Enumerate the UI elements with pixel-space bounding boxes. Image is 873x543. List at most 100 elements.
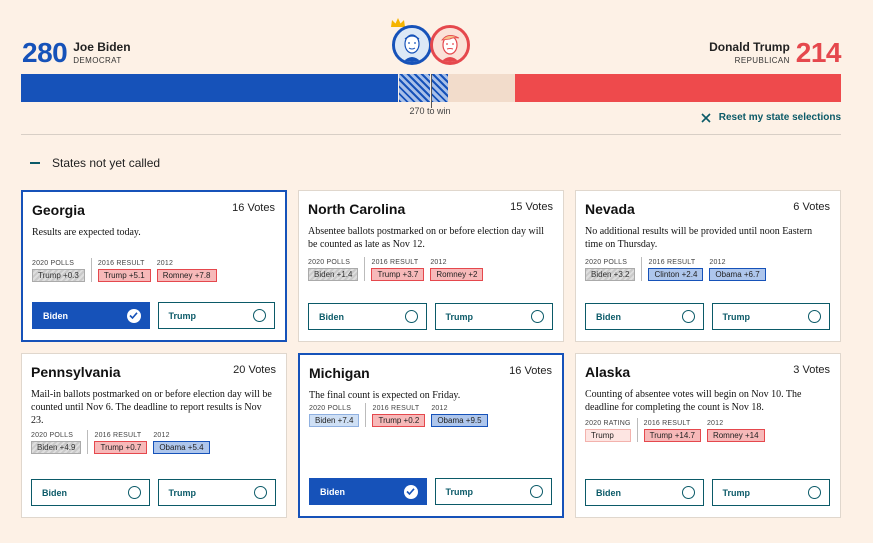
history-chip: Trump +0.3 xyxy=(32,269,85,282)
crown-icon xyxy=(391,18,405,27)
history-label: 2016 RESULT xyxy=(97,260,145,267)
pick-trump-button[interactable]: Trump xyxy=(434,303,553,330)
history-row: 2020 POLLS Biden +4.9 2016 RESULT Trump … xyxy=(31,430,210,454)
biden-selected-segment xyxy=(399,74,430,102)
state-name: Georgia xyxy=(32,202,85,218)
pick-biden-button[interactable]: Biden xyxy=(585,479,704,506)
history-chip: Obama +9.5 xyxy=(431,414,488,427)
state-note: Absentee ballots postmarked on or before… xyxy=(308,226,545,250)
pick-trump-label: Trump xyxy=(445,311,474,322)
history-item: 2016 RESULT Trump +3.7 xyxy=(364,257,425,281)
state-note: Mail-in ballots postmarked on or before … xyxy=(31,389,272,426)
collapse-icon xyxy=(30,162,40,164)
pick-biden-button[interactable]: Biden xyxy=(308,303,427,330)
history-label: 2012 xyxy=(431,405,448,412)
history-item: 2020 POLLS Biden +4.9 xyxy=(31,430,82,454)
reset-selections-button[interactable]: Reset my state selections xyxy=(701,112,841,123)
pick-trump-button[interactable]: Trump xyxy=(157,479,276,506)
history-chip: Trump +0.2 xyxy=(372,414,426,427)
history-label: 2012 xyxy=(430,259,447,266)
history-item: 2012 Romney +2 xyxy=(430,257,484,281)
state-votes: 16 Votes xyxy=(509,365,552,377)
pick-buttons: Biden Trump xyxy=(31,479,276,506)
pick-biden-label: Biden xyxy=(320,486,346,497)
history-item: 2016 RESULT Clinton +2.4 xyxy=(641,257,704,281)
history-chip: Biden +1.4 xyxy=(308,268,359,281)
trump-radio-icon xyxy=(531,310,544,323)
biden-name: Joe Biden xyxy=(73,40,131,54)
history-chip: Clinton +2.4 xyxy=(648,268,704,281)
biden-electoral-votes: 280 xyxy=(22,37,68,68)
history-chip: Romney +14 xyxy=(706,429,765,442)
checkmark-icon xyxy=(126,308,141,323)
pick-buttons: Biden Trump xyxy=(309,478,552,505)
pick-trump-button[interactable]: Trump xyxy=(157,302,275,329)
pick-biden-button[interactable]: Biden xyxy=(585,303,704,330)
biden-party: DEMOCRAT xyxy=(73,56,122,65)
reset-label: Reset my state selections xyxy=(718,112,841,123)
trump-name: Donald Trump xyxy=(709,40,790,54)
history-row: 2020 POLLS Biden +1.4 2016 RESULT Trump … xyxy=(308,257,484,281)
state-votes: 15 Votes xyxy=(510,201,553,213)
pick-biden-button[interactable]: Biden xyxy=(32,302,150,329)
biden-selected-segment xyxy=(431,74,448,102)
history-item: 2016 RESULT Trump +0.7 xyxy=(87,430,148,454)
pick-trump-label: Trump xyxy=(722,311,751,322)
state-name: Michigan xyxy=(309,365,370,381)
pick-biden-button[interactable]: Biden xyxy=(309,478,427,505)
trump-radio-icon xyxy=(808,310,821,323)
history-row: 2020 POLLS Biden +7.4 2016 RESULT Trump … xyxy=(309,403,488,427)
state-note: Results are expected today. xyxy=(32,227,141,238)
history-item: 2016 RESULT Trump +0.2 xyxy=(365,403,426,427)
history-chip: Trump +0.7 xyxy=(94,441,148,454)
history-label: 2020 POLLS xyxy=(309,405,352,412)
history-item: 2020 POLLS Biden +3.2 xyxy=(585,257,636,281)
history-label: 2020 POLLS xyxy=(31,432,74,439)
trump-avatar xyxy=(430,25,470,65)
pick-biden-label: Biden xyxy=(319,311,345,322)
state-note: The final count is expected on Friday. xyxy=(309,390,461,401)
pick-biden-button[interactable]: Biden xyxy=(31,479,150,506)
pick-trump-button[interactable]: Trump xyxy=(434,478,552,505)
history-item: 2012 Romney +14 xyxy=(706,418,765,442)
history-chip: Trump xyxy=(585,429,631,442)
pick-trump-button[interactable]: Trump xyxy=(711,303,830,330)
pick-biden-label: Biden xyxy=(596,487,622,498)
trump-radio-icon xyxy=(530,485,543,498)
section-toggle[interactable]: States not yet called xyxy=(30,156,160,170)
pick-biden-label: Biden xyxy=(596,311,622,322)
state-note: No additional results will be provided u… xyxy=(585,226,813,250)
history-chip: Obama +6.7 xyxy=(709,268,766,281)
history-label: 2020 POLLS xyxy=(308,259,351,266)
history-label: 2020 POLLS xyxy=(585,259,628,266)
pick-trump-button[interactable]: Trump xyxy=(711,479,830,506)
section-title: States not yet called xyxy=(52,156,161,170)
history-chip: Biden +7.4 xyxy=(309,414,360,427)
pick-trump-label: Trump xyxy=(722,487,751,498)
biden-radio-icon xyxy=(127,486,141,499)
history-item: 2020 RATING Trump xyxy=(585,418,631,442)
trump-party: REPUBLICAN xyxy=(734,56,790,65)
threshold-label: 270 to win xyxy=(409,106,451,116)
biden-tally: 280 Joe Biden DEMOCRAT xyxy=(22,38,131,68)
history-item: 2020 POLLS Biden +7.4 xyxy=(309,403,360,427)
history-chip: Trump +14.7 xyxy=(643,429,701,442)
history-item: 2012 Obama +6.7 xyxy=(709,257,766,281)
history-item: 2012 Romney +7.8 xyxy=(156,258,217,282)
state-card: Nevada 6 Votes No additional results wil… xyxy=(575,190,841,342)
trump-radio-icon xyxy=(808,486,821,499)
history-item: 2012 Obama +5.4 xyxy=(153,430,210,454)
history-label: 2012 xyxy=(706,420,724,427)
pick-buttons: Biden Trump xyxy=(32,302,275,329)
history-label: 2012 xyxy=(709,259,726,266)
state-card: Pennsylvania 20 Votes Mail-in ballots po… xyxy=(21,353,287,518)
history-row: 2020 RATING Trump 2016 RESULT Trump +14.… xyxy=(585,418,765,442)
history-label: 2016 RESULT xyxy=(94,432,142,439)
state-name: North Carolina xyxy=(308,201,406,217)
state-votes: 16 Votes xyxy=(232,202,275,214)
history-row: 2020 POLLS Biden +3.2 2016 RESULT Clinto… xyxy=(585,257,766,281)
pick-trump-label: Trump xyxy=(168,310,197,321)
pick-buttons: Biden Trump xyxy=(585,479,830,506)
history-chip: Biden +3.2 xyxy=(585,268,636,281)
state-name: Nevada xyxy=(585,201,635,217)
